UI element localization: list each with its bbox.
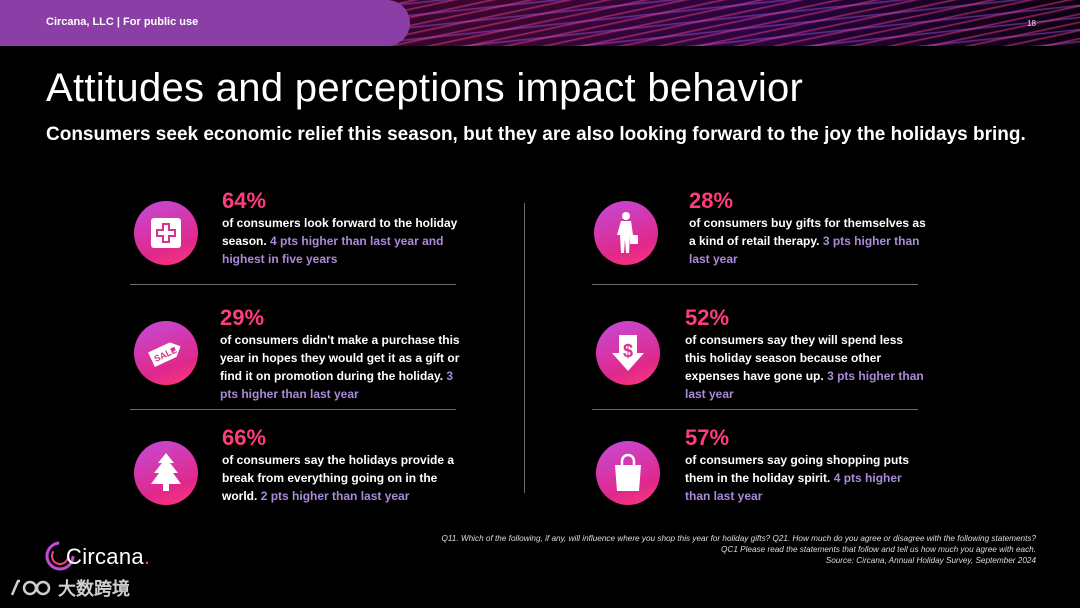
svg-text:$: $	[623, 341, 633, 361]
stat-highlight: 4 pts higher than last year and highest …	[222, 234, 444, 266]
first-aid-icon	[134, 201, 198, 265]
stat-description: of consumers didn't make a purchase this…	[220, 331, 470, 403]
logo-wordmark: Circana.	[66, 544, 150, 570]
row-divider	[130, 284, 456, 285]
row-divider	[130, 409, 456, 410]
christmas-tree-icon	[134, 441, 198, 505]
stat-description: of consumers say they will spend less th…	[685, 331, 925, 403]
page-number: 18	[1027, 19, 1036, 28]
stat-highlight: 3 pts higher than last year	[220, 369, 454, 401]
stat-description: of consumers say the holidays provide a …	[222, 451, 462, 505]
stat-percent: 66%	[222, 425, 267, 450]
stat-text: of consumers say going shopping puts the…	[685, 453, 910, 485]
watermark-logo-icon	[10, 579, 51, 596]
stat-text: of consumers say they will spend less th…	[685, 333, 904, 383]
stat-description: of consumers look forward to the holiday…	[222, 214, 462, 268]
stat-highlight: 3 pts higher than last year	[685, 369, 924, 401]
watermark: 大数跨境	[8, 574, 158, 602]
shopping-bag-icon	[596, 441, 660, 505]
stat-percent: 57%	[685, 425, 730, 450]
dollar-down-arrow-icon: $	[596, 321, 660, 385]
footnote-line: Source: Circana, Annual Holiday Survey, …	[825, 556, 1036, 565]
stat-highlight: 4 pts higher than last year	[685, 471, 902, 503]
watermark-text: 大数跨境	[58, 579, 130, 599]
stat-percent: 64%	[222, 188, 267, 213]
stat-text: of consumers say the holidays provide a …	[222, 453, 455, 503]
sale-tag-icon: SALE	[134, 321, 198, 385]
stat-text: of consumers didn't make a purchase this…	[220, 333, 460, 383]
stat-percent: 29%	[220, 305, 265, 330]
footnote-line: Q11. Which of the following, if any, wil…	[441, 534, 1036, 543]
row-divider	[592, 409, 918, 410]
circana-logo-icon	[45, 541, 75, 571]
footnote-line: QC1 Please read the statements that foll…	[721, 545, 1036, 554]
source-footnote: Q11. Which of the following, if any, wil…	[336, 533, 1036, 566]
shopper-person-icon	[594, 201, 658, 265]
stat-text: of consumers buy gifts for themselves as…	[689, 216, 926, 248]
center-divider	[524, 203, 525, 493]
row-divider	[592, 284, 918, 285]
logo-text: Circana	[66, 544, 144, 569]
stat-percent: 52%	[685, 305, 730, 330]
slide-title: Attitudes and perceptions impact behavio…	[46, 66, 804, 110]
header-label: Circana, LLC | For public use	[46, 16, 199, 28]
stat-percent: 28%	[689, 188, 734, 213]
stat-description: of consumers buy gifts for themselves as…	[689, 214, 929, 268]
stat-description: of consumers say going shopping puts the…	[685, 451, 925, 505]
header-band	[0, 0, 410, 46]
stat-highlight: 2 pts higher than last year	[260, 489, 410, 503]
logo-dot: .	[143, 544, 151, 569]
stat-text: of consumers look forward to the holiday…	[222, 216, 458, 248]
stat-highlight: 3 pts higher than last year	[689, 234, 920, 266]
slide-subtitle: Consumers seek economic relief this seas…	[46, 124, 1026, 145]
